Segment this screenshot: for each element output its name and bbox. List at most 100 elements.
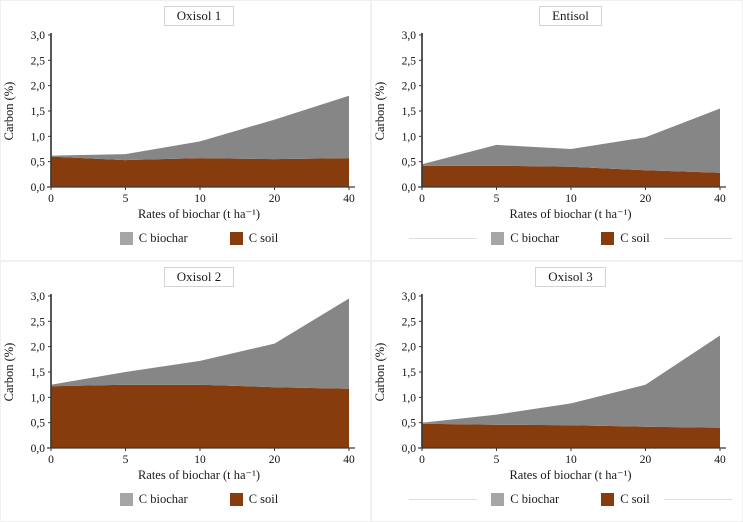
x-tick-label: 40 [714, 454, 726, 466]
y-tick-label: 2,5 [402, 55, 417, 67]
area-chart-entisol: 0,0 0,5 1,0 1,5 2,0 2,5 3,0 0 5 10 20 40 Carbon (%) [373, 30, 726, 205]
y-axis-label: Carbon (%) [2, 82, 16, 141]
y-tick-label: 2,5 [31, 316, 46, 328]
legend-label-c-soil: C soil [620, 491, 650, 506]
y-tick-label: 1,5 [402, 106, 417, 118]
y-tick-label: 3,0 [31, 291, 46, 303]
y-tick-label: 0,5 [402, 418, 417, 430]
area-chart-oxisol-2: 0,0 0,5 1,0 1,5 2,0 2,5 3,0 0 5 10 20 40 Carbon (%) [2, 291, 355, 466]
y-tick-label: 1,0 [402, 392, 417, 404]
legend-label-c-biochar: C biochar [510, 491, 560, 506]
area-series-c-biochar [422, 108, 720, 173]
chart-title-row: Oxisol 2 [1, 262, 370, 290]
y-axis-label: Carbon (%) [2, 343, 16, 402]
legend-item-c-biochar: C biochar [119, 491, 188, 507]
y-tick-label: 1,0 [402, 131, 417, 143]
legend-item-c-soil: C soil [601, 492, 650, 507]
y-tick-label: 0,0 [31, 182, 46, 194]
chart-panel-oxisol-1: Oxisol 1 0,0 0,5 1,0 1,5 2,0 2,5 3,0 0 5 10 20 40 Ca… [0, 0, 371, 261]
y-tick-label: 2,0 [402, 342, 417, 354]
x-tick-label: 40 [714, 193, 726, 205]
y-tick-label: 2,5 [402, 316, 417, 328]
legend-item-c-biochar: C biochar [491, 231, 559, 246]
x-tick-label: 0 [48, 193, 54, 205]
y-tick-label: 1,5 [31, 106, 46, 118]
area-series-c-biochar [51, 298, 349, 389]
area-series-c-biochar [422, 335, 720, 428]
area-series-c-soil [422, 165, 720, 187]
area-series-c-soil [51, 384, 349, 448]
area-series-c-soil [422, 423, 720, 448]
y-tick-label: 2,0 [31, 81, 46, 93]
x-tick-label: 5 [123, 454, 129, 466]
x-tick-label: 5 [123, 193, 129, 205]
legend-item-c-soil: C soil [229, 231, 278, 246]
legend-label-c-soil: C soil [620, 230, 650, 245]
y-tick-label: 1,5 [402, 367, 417, 379]
chart-title-oxisol-1: Oxisol 1 [163, 6, 235, 26]
area-series-c-biochar [51, 95, 349, 161]
x-tick-label: 20 [269, 454, 281, 466]
c-biochar-swatch-icon [119, 492, 133, 506]
legend: C biochar C soil [1, 485, 370, 511]
legend: C biochar C soil [1, 224, 370, 250]
c-soil-swatch-icon [229, 492, 243, 506]
y-tick-label: 1,5 [31, 367, 46, 379]
y-tick-label: 3,0 [31, 30, 46, 42]
legend-label-c-biochar: C biochar [138, 491, 188, 506]
y-tick-label: 2,0 [402, 81, 417, 93]
y-tick-label: 0,5 [31, 157, 46, 169]
x-tick-label: 20 [640, 454, 652, 466]
x-tick-label: 10 [565, 193, 577, 205]
chart-title-row: Oxisol 3 [372, 262, 742, 290]
c-biochar-swatch-icon [119, 231, 133, 245]
legend-item-c-biochar: C biochar [491, 492, 559, 507]
y-axis-label: Carbon (%) [373, 343, 387, 402]
y-tick-label: 3,0 [402, 291, 417, 303]
x-tick-label: 0 [419, 193, 425, 205]
x-axis-label: Rates of biochar (t ha⁻¹) [137, 207, 261, 221]
y-tick-label: 2,0 [31, 342, 46, 354]
y-tick-label: 0,0 [402, 443, 417, 455]
y-axis-label: Carbon (%) [373, 82, 387, 141]
chart-panel-oxisol-2: Oxisol 2 0,0 0,5 1,0 1,5 2,0 2,5 3,0 0 5 10 20 40 Ca… [0, 261, 371, 522]
x-tick-label: 10 [565, 454, 577, 466]
chart-panel-oxisol-3: Oxisol 3 0,0 0,5 1,0 1,5 2,0 2,5 3,0 0 5 10 20 40 Ca… [371, 261, 743, 522]
y-tick-label: 0,5 [402, 157, 417, 169]
legend-items: C biochar C soil [477, 492, 663, 507]
y-tick-label: 0,5 [31, 418, 46, 430]
legend-items: C biochar C soil [106, 231, 292, 246]
x-tick-label: 10 [194, 454, 206, 466]
chart-title-row: Entisol [372, 1, 742, 29]
chart-title-entisol: Entisol [539, 6, 602, 26]
y-tick-label: 2,5 [31, 55, 46, 67]
y-tick-label: 0,0 [402, 182, 417, 194]
area-series-c-soil [51, 156, 349, 187]
c-soil-swatch-icon [601, 492, 615, 506]
x-tick-label: 20 [640, 193, 652, 205]
x-tick-label: 20 [269, 193, 281, 205]
x-tick-label: 5 [494, 193, 500, 205]
x-tick-label: 5 [494, 454, 500, 466]
legend-item-c-soil: C soil [229, 492, 278, 507]
x-tick-label: 0 [48, 454, 54, 466]
legend-label-c-biochar: C biochar [510, 230, 560, 245]
y-tick-label: 1,0 [31, 131, 46, 143]
y-tick-label: 0,0 [31, 443, 46, 455]
chart-title-oxisol-2: Oxisol 2 [163, 267, 235, 287]
legend: C biochar C soil [372, 485, 742, 511]
y-tick-label: 1,0 [31, 392, 46, 404]
x-tick-label: 40 [343, 454, 355, 466]
legend-label-c-biochar: C biochar [138, 230, 188, 245]
c-biochar-swatch-icon [491, 231, 505, 245]
c-biochar-swatch-icon [491, 492, 505, 506]
c-soil-swatch-icon [229, 231, 243, 245]
area-chart-oxisol-3: 0,0 0,5 1,0 1,5 2,0 2,5 3,0 0 5 10 20 40 Carbon (%) [373, 291, 726, 466]
x-tick-label: 40 [343, 193, 355, 205]
chart-title-oxisol-3: Oxisol 3 [535, 267, 606, 287]
x-axis-label: Rates of biochar (t ha⁻¹) [509, 468, 632, 482]
x-tick-label: 0 [419, 454, 425, 466]
legend-items: C biochar C soil [106, 492, 292, 507]
legend-items: C biochar C soil [477, 231, 663, 246]
